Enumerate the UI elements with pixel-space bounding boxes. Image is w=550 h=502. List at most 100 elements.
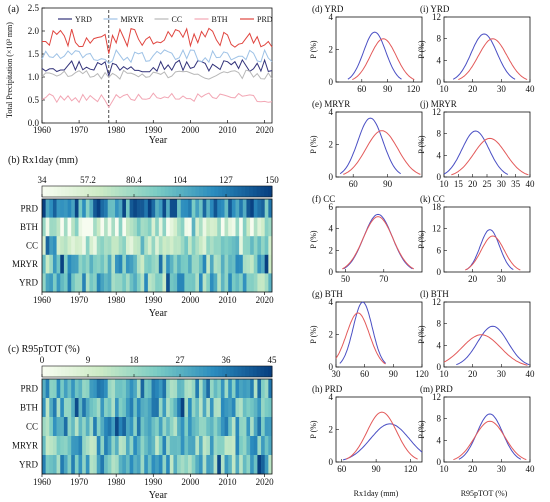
b-heatmap-cell [198, 217, 203, 237]
b-heatmap-cell [100, 217, 105, 237]
c-colorbar-cell [99, 366, 104, 377]
b-heatmap-cell [63, 236, 68, 256]
b-colorbar-tick-label: 34 [38, 175, 48, 185]
c-heatmap-cell [264, 379, 269, 399]
density-curve-blue [342, 423, 423, 461]
c-heatmap-cell [133, 455, 138, 475]
density-panel-frame [443, 16, 531, 83]
c-heatmap-cell [67, 379, 72, 399]
density-ylabel: P (%) [309, 135, 318, 153]
b-colorbar-tick-label: 104 [173, 175, 187, 185]
c-heatmap-cell [166, 455, 171, 475]
density-ylabel: P (%) [417, 135, 426, 153]
b-colorbar-cell [268, 186, 273, 197]
c-heatmap-cell [49, 436, 54, 456]
c-heatmap-cell [169, 436, 174, 456]
c-heatmap-cell [206, 417, 211, 437]
b-heatmap-cell [74, 199, 79, 218]
b-heatmap-cell [188, 273, 192, 293]
c-heatmap-cell [184, 417, 189, 437]
density-ytick-label: 4 [437, 435, 442, 445]
b-heatmap-cell [129, 236, 134, 256]
c-colorbar-cell [187, 366, 192, 377]
c-heatmap-cell [268, 398, 273, 418]
c-heatmap-cell [89, 436, 94, 456]
b-heatmap-cell [220, 217, 225, 237]
b-heatmap-cell [63, 254, 68, 274]
c-heatmap-cell [78, 436, 83, 456]
c-heatmap-cell [158, 417, 163, 437]
c-heatmap-cell [67, 398, 72, 418]
b-heatmap-cell [206, 254, 211, 274]
b-heatmap-cell [202, 254, 207, 274]
b-heatmap-cell [85, 199, 90, 218]
c-heatmap-cell [184, 398, 189, 418]
density-curve-blue [343, 213, 413, 270]
c-heatmap-cell [151, 379, 156, 399]
density-ytick-label: 2 [329, 140, 334, 150]
b-colorbar-cell [252, 186, 258, 197]
c-heatmap-cell [144, 379, 149, 399]
c-heatmap-cell [202, 379, 207, 399]
panel-a-xtick-label: 1980 [107, 125, 126, 135]
c-heatmap-cell [198, 417, 203, 437]
c-heatmap-cell [220, 398, 225, 418]
c-colorbar-cell [168, 366, 173, 377]
c-colorbar-cell [180, 366, 185, 377]
b-heatmap-cell [264, 199, 269, 218]
b-heatmap-cell [253, 236, 258, 256]
c-heatmap-cell [100, 398, 105, 418]
b-heatmap-cell [180, 236, 185, 256]
b-heatmap-cell [158, 254, 163, 274]
b-heatmap-cell [169, 273, 174, 293]
c-heatmap-cell [191, 398, 196, 418]
b-heatmap-cell [257, 217, 262, 237]
b-heatmap-cell [129, 254, 134, 274]
b-heatmap-cell [188, 199, 192, 218]
c-heatmap-cell [155, 379, 160, 399]
density-ytick-label: 0 [437, 77, 442, 87]
series-line-bth [41, 92, 273, 109]
b-heatmap-cell [202, 217, 207, 237]
panel-a-xtick-label: 2000 [181, 125, 200, 135]
c-heatmap-cell [107, 436, 112, 456]
c-heatmap-cell [60, 436, 65, 456]
series-line-mryr [41, 48, 273, 64]
b-heatmap-cell [155, 217, 160, 237]
density-panel-title: (h) PRD [312, 384, 343, 394]
b-heatmap-cell [144, 199, 149, 218]
b-heatmap-cell [107, 217, 112, 237]
c-heatmap-cell [49, 379, 54, 399]
panel-a-xtick-label: 2010 [218, 125, 237, 135]
b-heatmap-cell [136, 217, 141, 237]
b-heatmap-cell [206, 273, 211, 293]
b-heatmap-cell [261, 254, 265, 274]
c-heatmap-cell [67, 417, 72, 437]
b-heatmap-cell [133, 199, 138, 218]
density-curve-blue [458, 413, 522, 460]
b-heatmap-cell [261, 217, 265, 237]
c-colorbar-tick-label: 18 [130, 355, 140, 365]
c-heatmap-cell [220, 417, 225, 437]
b-heatmap-cell [235, 217, 240, 237]
b-heatmap-cell [191, 254, 196, 274]
c-heatmap-cell [151, 398, 156, 418]
density-curve-blue [347, 31, 402, 80]
b-heatmap-cell [78, 273, 83, 293]
b-heatmap-cell [209, 273, 214, 293]
b-heatmap-cell [125, 217, 130, 237]
b-heatmap-cell [104, 236, 109, 256]
c-heatmap-cell [136, 379, 141, 399]
c-heatmap-cell [257, 455, 262, 475]
b-heatmap-cell [250, 217, 255, 237]
c-heatmap-cell [140, 436, 145, 456]
c-heatmap-cell [250, 417, 255, 437]
c-colorbar-tick-label: 9 [86, 355, 91, 365]
c-heatmap-cell [261, 417, 265, 437]
b-heatmap-cell [78, 236, 83, 256]
series-line-cc [41, 69, 273, 80]
b-heatmap-cell [118, 199, 123, 218]
c-heatmap-cell [118, 398, 123, 418]
c-heatmap-cell [198, 436, 203, 456]
b-heatmap-cell [104, 273, 109, 293]
